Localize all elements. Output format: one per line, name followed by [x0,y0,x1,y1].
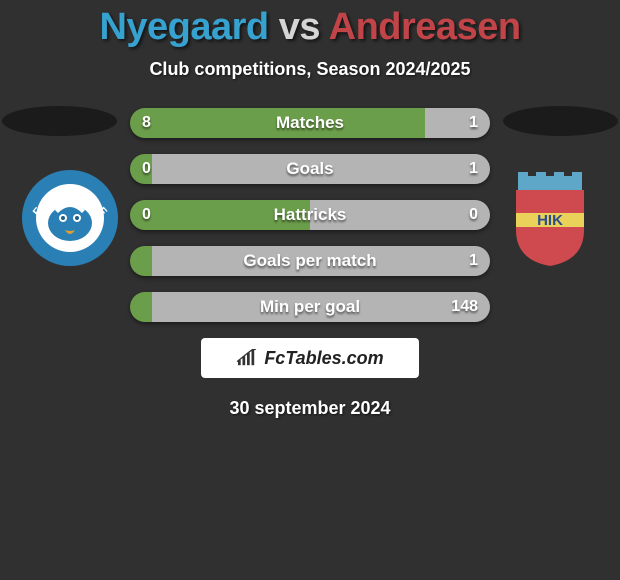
shadow-right [503,106,618,136]
hik-crest-icon: HIK [500,168,600,268]
stat-bar-row: 148Min per goal [130,292,490,322]
club-crest-right: HIK [500,168,600,268]
comparison-panel: FC ROSKILDE HIK 81Matches01Goals00Hattri [0,108,620,322]
branding-text: FcTables.com [264,348,383,369]
stat-bar-row: 00Hattricks [130,200,490,230]
subtitle: Club competitions, Season 2024/2025 [0,59,620,80]
bar-label: Min per goal [130,292,490,322]
bar-label: Goals [130,154,490,184]
bar-label: Goals per match [130,246,490,276]
stat-bar-row: 01Goals [130,154,490,184]
branding-badge: FcTables.com [201,338,419,378]
svg-text:HIK: HIK [537,212,563,229]
stat-bar-row: 81Matches [130,108,490,138]
barchart-icon [236,349,258,367]
page-title: Nyegaard vs Andreasen [0,0,620,49]
stat-bar-row: 1Goals per match [130,246,490,276]
club-crest-left: FC ROSKILDE [20,168,120,268]
stat-bars: 81Matches 01Goals 00Hattricks 1Goals per ma… [130,108,490,322]
shadow-left [2,106,117,136]
title-player-a: Nyegaard [99,6,268,48]
date-label: 30 september 2024 [0,398,620,419]
title-vs: vs [279,6,320,48]
roskilde-crest-icon: FC ROSKILDE [20,168,120,268]
bar-label: Matches [130,108,490,138]
title-player-b: Andreasen [329,6,521,48]
bar-label: Hattricks [130,200,490,230]
